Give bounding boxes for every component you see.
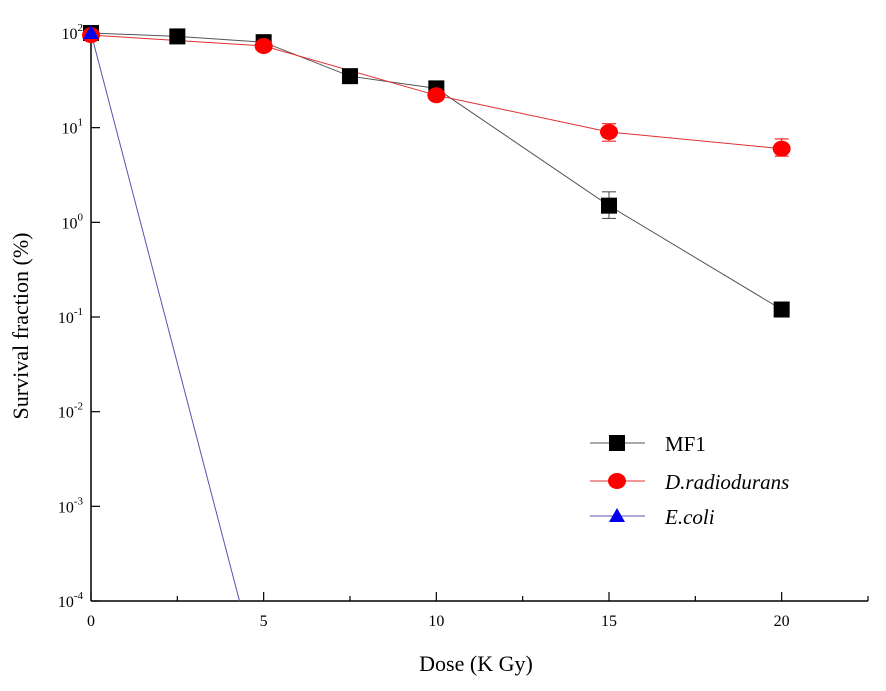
axes [90,25,868,602]
series-markers [82,25,791,318]
data-point-2 [83,25,99,39]
data-point-0 [601,197,617,214]
y-tick-label: 10-4 [58,590,84,611]
legend: MF1 D.radiodurans E.coli [590,432,789,529]
y-tick-label: 10-3 [58,495,84,516]
data-point-1 [254,37,273,54]
x-axis-title: Dose (K Gy) [419,651,533,676]
x-tick-label: 5 [260,613,268,630]
x-tick-label: 10 [428,613,444,630]
legend-label: E.coli [664,505,715,529]
y-tick-label: 100 [62,211,84,232]
y-tick-label: 101 [62,117,84,138]
legend-label: MF1 [665,432,706,456]
y-tick-label: 10-1 [58,306,83,327]
series-line-0 [90,32,782,310]
y-axis-ticks: 10-4 10-3 10-2 10-1 100 101 102 [58,22,100,611]
legend-label: D.radiodurans [664,470,789,494]
data-point-1 [427,87,446,104]
x-tick-label: 20 [774,613,790,630]
x-tick-label: 0 [87,613,95,630]
y-tick-label: 10-2 [58,401,83,422]
legend-marker [608,473,626,489]
series-error-bars [602,123,789,219]
data-point-0 [773,301,790,318]
data-point-0 [342,68,358,85]
y-tick-label: 102 [62,22,84,43]
x-tick-label: 15 [601,613,617,630]
series-line-2 [90,32,240,602]
legend-marker [609,508,625,522]
data-point-1 [600,123,618,140]
legend-marker [609,435,625,451]
x-axis-ticks: 0 5 10 15 20 [87,592,869,630]
data-point-0 [169,28,186,45]
data-point-1 [772,140,791,157]
y-axis-title: Survival fraction (%) [8,233,33,420]
